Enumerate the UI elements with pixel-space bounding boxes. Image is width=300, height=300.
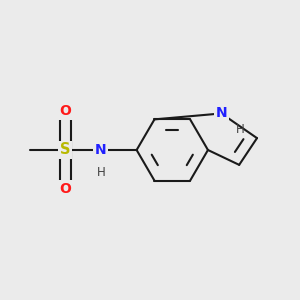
- Text: O: O: [59, 182, 71, 196]
- Text: O: O: [59, 104, 71, 118]
- Text: N: N: [215, 106, 227, 120]
- Text: H: H: [97, 166, 105, 179]
- Text: S: S: [60, 142, 70, 158]
- Text: H: H: [236, 123, 245, 136]
- Text: N: N: [95, 143, 107, 157]
